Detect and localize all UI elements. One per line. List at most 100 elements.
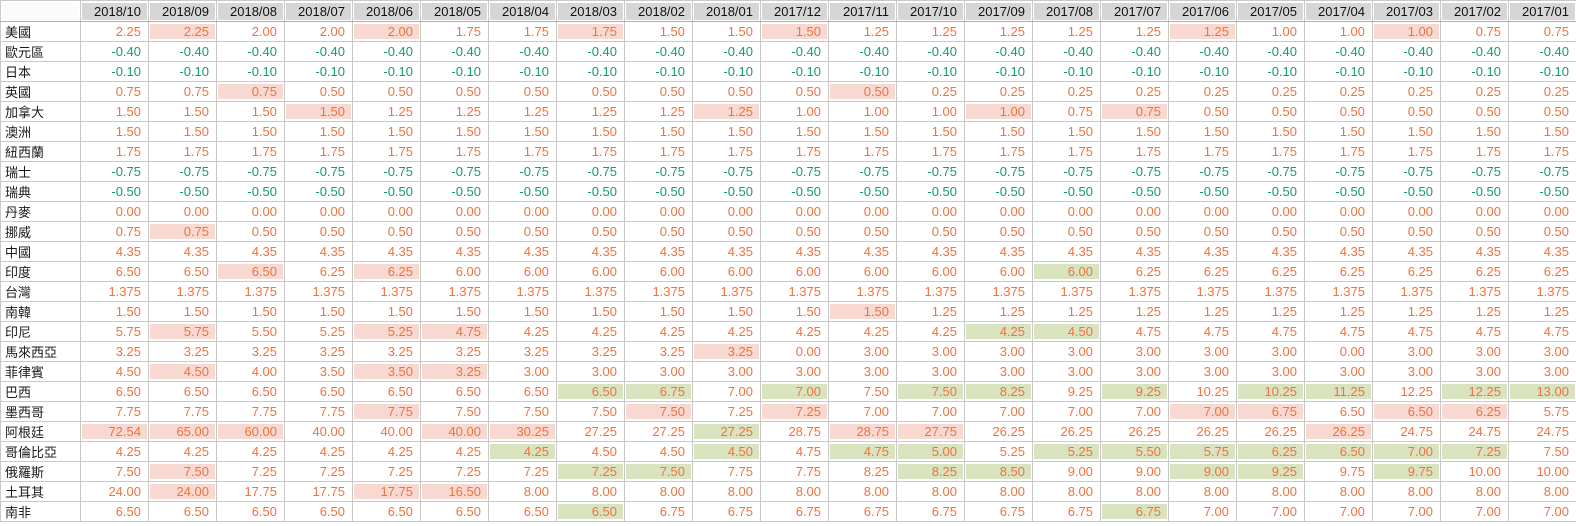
rate-value: -0.40 — [859, 44, 889, 59]
rate-value: 1.25 — [694, 104, 759, 119]
rate-cell: 3.25 — [488, 341, 557, 362]
rate-value: -0.40 — [1539, 44, 1569, 59]
rate-value: 7.25 — [558, 464, 623, 479]
rate-value: 0.00 — [523, 204, 549, 219]
rate-cell: 0.50 — [624, 221, 693, 242]
rate-cell: 0.25 — [896, 81, 965, 102]
month-column-header: 2017/09 — [964, 0, 1033, 22]
rate-cell: 0.00 — [624, 201, 693, 222]
rate-value: 6.50 — [183, 264, 209, 279]
rate-cell: 40.00 — [284, 421, 353, 442]
rate-cell: 1.50 — [148, 101, 217, 122]
rate-value: 6.00 — [1034, 264, 1099, 279]
rate-value: 1.50 — [659, 124, 685, 139]
rate-cell: 1.375 — [760, 281, 829, 302]
rate-value: 0.50 — [931, 224, 957, 239]
month-column-header: 2017/05 — [1236, 0, 1305, 22]
rate-value: 6.25 — [354, 264, 419, 279]
rate-value: 0.00 — [931, 204, 957, 219]
month-column-header: 2018/08 — [216, 0, 285, 22]
rate-cell: 7.00 — [760, 381, 829, 402]
rate-cell: 4.50 — [692, 441, 761, 462]
rate-cell: 5.75 — [80, 321, 149, 342]
table-row: 俄羅斯 7.50 7.50 7.25 7.25 7.25 7.25 7.25 7.25 7.50 7… — [0, 461, 1576, 482]
rate-value: 6.50 — [523, 384, 549, 399]
rate-value: 8.50 — [966, 464, 1031, 479]
rate-cell: 1.50 — [828, 301, 897, 322]
rate-cell: -0.75 — [760, 161, 829, 182]
rate-cell: 27.25 — [624, 421, 693, 442]
rate-cell: -0.50 — [1508, 181, 1576, 202]
rate-cell: 1.75 — [896, 141, 965, 162]
rate-value: -0.75 — [247, 164, 277, 179]
rate-value: 5.50 — [1102, 444, 1167, 459]
rate-cell: 1.25 — [1508, 301, 1576, 322]
rate-cell: 1.00 — [828, 101, 897, 122]
rate-value: 8.00 — [659, 484, 685, 499]
rate-cell: -0.75 — [1100, 161, 1169, 182]
rate-cell: 6.00 — [760, 261, 829, 282]
rate-cell: 1.75 — [556, 141, 625, 162]
rate-cell: 7.00 — [828, 401, 897, 422]
rate-value: -0.40 — [1131, 44, 1161, 59]
rate-cell: 1.375 — [148, 281, 217, 302]
rate-cell: 1.50 — [1032, 121, 1101, 142]
rate-cell: 1.00 — [760, 101, 829, 122]
rate-cell: 0.50 — [1032, 221, 1101, 242]
rate-cell: -0.75 — [896, 161, 965, 182]
rate-cell: 9.75 — [1304, 461, 1373, 482]
rate-value: 4.75 — [795, 444, 821, 459]
rate-value: 28.75 — [830, 424, 895, 439]
rate-value: -0.50 — [927, 184, 957, 199]
rate-cell: 26.25 — [1236, 421, 1305, 442]
rate-value: -0.50 — [179, 184, 209, 199]
rate-value: 3.25 — [523, 344, 549, 359]
rate-value: 0.25 — [1543, 84, 1569, 99]
rate-value: 1.50 — [251, 104, 277, 119]
rate-value: 6.50 — [251, 504, 277, 519]
rate-value: 1.50 — [455, 304, 481, 319]
table-row: 南非 6.50 6.50 6.50 6.50 6.50 6.50 6.50 6.50 6.75 6.… — [0, 501, 1576, 522]
rate-value: -0.10 — [111, 64, 141, 79]
rate-cell: 6.25 — [1100, 261, 1169, 282]
rate-cell: 3.00 — [964, 361, 1033, 382]
rate-value: 4.35 — [727, 244, 753, 259]
rate-cell: -0.40 — [1440, 41, 1509, 62]
rate-value: 1.75 — [1339, 144, 1365, 159]
rate-value: -0.75 — [1063, 164, 1093, 179]
rate-cell: 0.75 — [1032, 101, 1101, 122]
rate-cell: 1.75 — [80, 141, 149, 162]
rate-value: 9.00 — [1135, 464, 1161, 479]
rate-value: 0.00 — [863, 204, 889, 219]
rate-cell: -0.50 — [352, 181, 421, 202]
rate-cell: 4.25 — [692, 321, 761, 342]
rate-value: 1.375 — [720, 284, 753, 299]
rate-value: 6.50 — [319, 504, 345, 519]
rate-value: 0.50 — [1339, 104, 1365, 119]
rate-cell: 5.25 — [964, 441, 1033, 462]
rate-value: 6.75 — [863, 504, 889, 519]
rate-value: 1.375 — [1264, 284, 1297, 299]
rate-cell: 3.25 — [80, 341, 149, 362]
rate-cell: -0.50 — [488, 181, 557, 202]
rate-value: 3.00 — [863, 364, 889, 379]
rate-value: 1.50 — [659, 304, 685, 319]
rate-value: 0.00 — [319, 204, 345, 219]
rate-cell: 0.50 — [1372, 101, 1441, 122]
rate-value: -0.10 — [1131, 64, 1161, 79]
rate-value: 7.75 — [183, 404, 209, 419]
rate-cell: 8.25 — [964, 381, 1033, 402]
rate-value: 4.25 — [931, 324, 957, 339]
rate-cell: 0.50 — [284, 221, 353, 242]
rate-cell: -0.10 — [624, 61, 693, 82]
rate-cell: -0.40 — [284, 41, 353, 62]
rate-cell: 4.35 — [148, 241, 217, 262]
rate-value: 1.50 — [319, 304, 345, 319]
rate-value: -0.50 — [655, 184, 685, 199]
rate-cell: 2.00 — [216, 21, 285, 42]
rate-value: 4.35 — [1475, 244, 1501, 259]
rate-cell: 1.50 — [488, 301, 557, 322]
rate-cell: -0.50 — [1440, 181, 1509, 202]
table-row: 巴西 6.50 6.50 6.50 6.50 6.50 6.50 6.50 6.50 6.75 7.… — [0, 381, 1576, 402]
rate-cell: 4.75 — [828, 441, 897, 462]
